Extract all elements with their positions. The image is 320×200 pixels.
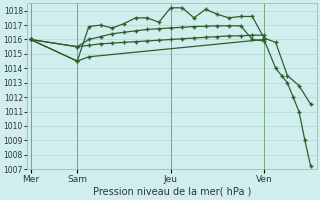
X-axis label: Pression niveau de la mer( hPa ): Pression niveau de la mer( hPa ) <box>92 187 251 197</box>
